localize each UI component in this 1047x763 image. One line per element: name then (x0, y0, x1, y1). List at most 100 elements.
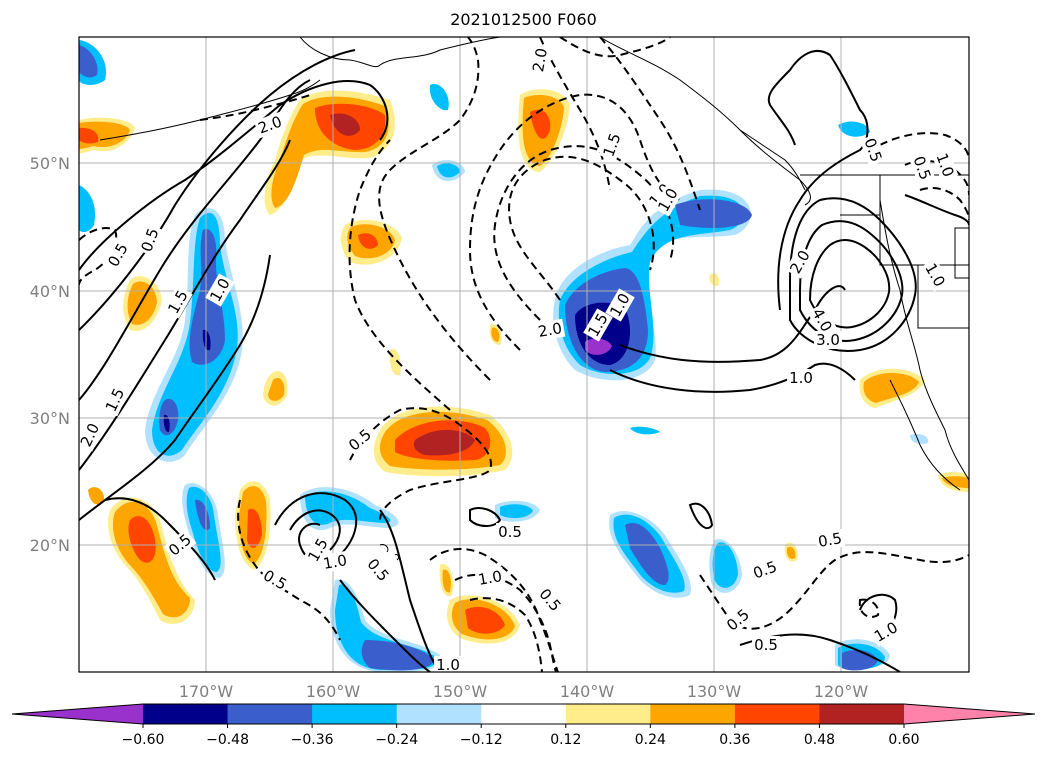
bc-coast (739, 129, 806, 191)
lon-label: 150°W (433, 682, 488, 701)
contour-label-bg (752, 636, 780, 654)
lon-label: 130°W (687, 682, 742, 701)
solid-contours (79, 49, 969, 672)
dashed-contours (79, 37, 969, 672)
shading-blob (159, 398, 179, 436)
map-title: 2021012500 F060 (450, 10, 597, 29)
contour-label: 0.5 (817, 529, 844, 551)
map-area: 2.0 2.0 1.5 1.0 0.5 0.5 1.5 1.0 1.5 2.0 … (79, 37, 969, 674)
alaska-coast (299, 37, 501, 68)
colorbar-tick-label: −0.36 (291, 732, 334, 748)
colorbar-tick-label: 0.24 (635, 732, 666, 748)
colorbar-segment (734, 704, 820, 724)
contour-label-bg (79, 418, 105, 452)
colorbar-tick-label: −0.48 (206, 732, 249, 748)
shading-blob (429, 84, 449, 111)
shading-blob (361, 640, 435, 671)
colorbar-tick-label: −0.24 (375, 732, 418, 748)
contour-label-bg (100, 383, 130, 417)
contour-label-bg (362, 553, 394, 587)
contour-label-bg (319, 550, 351, 574)
contour-label: 2.0 (529, 47, 551, 74)
contour-label-bg (920, 258, 950, 292)
lon-label: 170°W (179, 682, 234, 701)
shading-blob (79, 127, 99, 144)
shading-blob (88, 487, 105, 505)
shading-blob (163, 414, 170, 433)
shading-blob (491, 327, 500, 342)
shading-blob (79, 45, 98, 78)
colorbar-segment (143, 704, 229, 724)
shading-blob (625, 522, 669, 585)
shading-blob (863, 373, 919, 403)
colorbar-segment (819, 704, 905, 724)
shading-blob (786, 546, 796, 559)
contour-label-bg (814, 331, 842, 349)
contour-label-bg (721, 604, 755, 636)
contour-label: 1.0 (789, 369, 813, 387)
baja-coast (889, 379, 961, 491)
contour-labels: 2.0 2.0 1.5 1.0 0.5 0.5 1.5 1.0 1.5 2.0 … (79, 44, 959, 674)
shading-blob (942, 476, 969, 488)
state-border (917, 265, 969, 329)
contour-label-bg (931, 148, 959, 182)
shading-blob (330, 113, 360, 136)
contour-label: 1.0 (436, 656, 460, 674)
contour-label: 3.0 (816, 331, 840, 349)
lon-label: 160°W (306, 682, 361, 701)
contour-label: 1.0 (477, 567, 504, 589)
contour-label-bg (258, 565, 292, 595)
map-border (78, 36, 970, 673)
colorbar-extend-low (12, 704, 143, 724)
contour-label-bg (528, 44, 552, 76)
colorbar-tick-label: −0.60 (122, 732, 165, 748)
contour-label-bg (534, 318, 566, 342)
contour-label-bg (103, 238, 133, 272)
colorbar-segment (650, 704, 736, 724)
colorbar-tick-label: 0.60 (888, 732, 919, 748)
longitude-labels: 170°W 160°W 150°W 140°W 130°W 120°W (179, 682, 869, 701)
contour-label-bg (474, 566, 506, 590)
contour-label-bg (434, 656, 462, 672)
contour-label-bg (163, 285, 193, 319)
shading-blob (630, 426, 660, 435)
shading-blob (305, 491, 391, 525)
shading-blob (268, 377, 285, 401)
lat-label: 50°N (30, 154, 70, 173)
lat-label: 30°N (30, 409, 70, 428)
contour-label-bg (205, 273, 235, 307)
shading-blob (247, 508, 262, 548)
contour-label-bg (869, 617, 903, 647)
colorbar-segment (227, 704, 313, 724)
colorbar-segment (312, 704, 398, 724)
contour-label-bg (136, 223, 164, 257)
shading-blob (838, 121, 870, 137)
contour-label: 0.5 (498, 523, 522, 541)
contour-label-bg (534, 583, 566, 617)
shading-blob (500, 504, 533, 519)
contour-label-bg (343, 424, 377, 456)
colorbar-tick-label: 0.12 (550, 732, 581, 748)
contour-label-bg (598, 128, 626, 162)
shading-blob (442, 569, 451, 593)
contour-label-bg (653, 183, 683, 217)
contour-label-bg (785, 245, 815, 279)
contour-label-bg (807, 303, 837, 337)
colorbar-segment (396, 704, 482, 724)
contour-label-bg (605, 288, 635, 322)
colorbar-tick-label: 0.48 (804, 732, 835, 748)
contour-label-bg (303, 533, 333, 567)
contour-label-bg (859, 133, 887, 167)
contour-label-bg (253, 111, 287, 139)
contour-label-bg (748, 556, 782, 584)
contour-label: 2.0 (537, 319, 564, 341)
colorbar-tick-label: 0.36 (719, 732, 750, 748)
latitude-labels: 50°N 40°N 30°N 20°N (30, 154, 70, 555)
gulf-alaska-coast (599, 37, 811, 206)
shading-blob (128, 516, 156, 563)
contour-label-bg (908, 151, 936, 185)
shading-blob (910, 433, 929, 445)
shading-blob (79, 185, 96, 233)
contour-label-bg (814, 528, 846, 552)
